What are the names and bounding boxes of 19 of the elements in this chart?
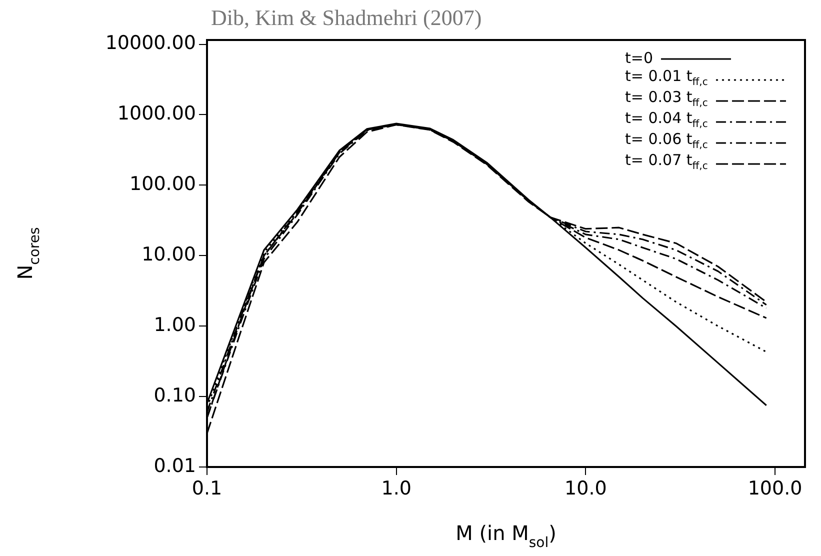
legend-label: t= 0.03 t$_{ff,c}$ bbox=[625, 88, 708, 109]
x-tick-label: 100.0 bbox=[748, 477, 802, 500]
legend-label: t= 0.06 t$_{ff,c}$ bbox=[625, 130, 708, 151]
y-tick-label: 10000.00 bbox=[105, 32, 196, 54]
y-tick-label: 0.01 bbox=[154, 454, 196, 477]
y-tick-label: 0.10 bbox=[154, 384, 196, 406]
y-tick-label: 10.00 bbox=[142, 244, 196, 266]
legend-label: t=0 bbox=[625, 49, 653, 67]
y-tick-label: 1.00 bbox=[154, 314, 196, 336]
x-tick-label: 10.0 bbox=[564, 477, 607, 500]
y-tick-label: 100.00 bbox=[130, 173, 196, 196]
chart-title: Dib, Kim & Shadmehri (2007) bbox=[211, 5, 482, 30]
legend-label: t= 0.01 t$_{ff,c}$ bbox=[625, 67, 708, 88]
x-tick-label: 1.0 bbox=[381, 477, 412, 500]
legend-label: t= 0.07 t$_{ff,c}$ bbox=[625, 151, 708, 174]
y-axis-title: Ncores bbox=[13, 227, 43, 280]
legend-label: t= 0.04 t$_{ff,c}$ bbox=[625, 109, 708, 130]
x-tick-label: 0.1 bbox=[192, 477, 222, 500]
y-tick-label: 1000.00 bbox=[117, 102, 196, 125]
